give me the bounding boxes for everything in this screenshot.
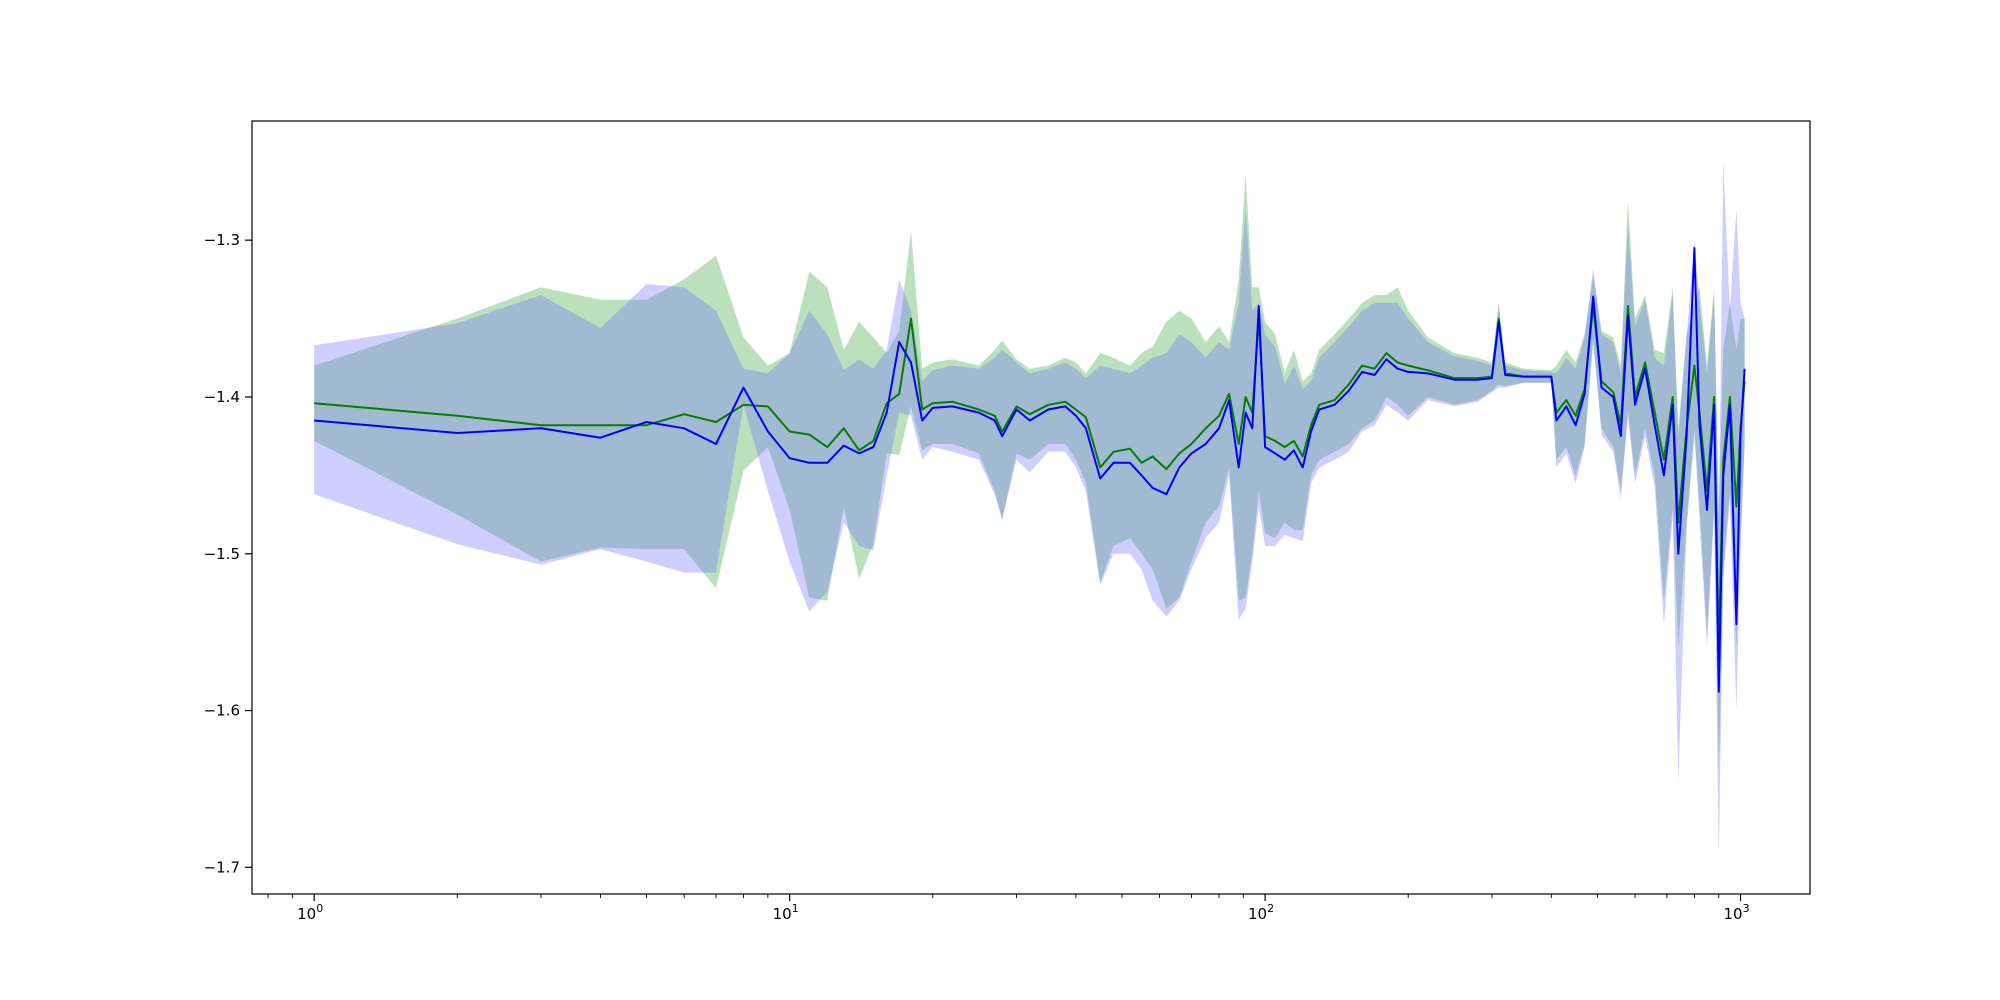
x-tick-label: 100 [297, 902, 323, 923]
x-tick-label: 103 [1723, 902, 1749, 923]
x-tick-label: 102 [1248, 902, 1274, 923]
x-tick-label: 101 [773, 902, 799, 923]
y-tick-label: −1.7 [204, 858, 240, 876]
plot-area-frame [251, 120, 1811, 895]
series-2-band [314, 161, 1745, 860]
series-lines [314, 247, 1746, 693]
series-2-line [314, 247, 1746, 693]
confidence-bands [314, 161, 1745, 860]
y-tick-label: −1.5 [204, 545, 240, 563]
y-tick-label: −1.3 [204, 231, 240, 249]
y-axis: −1.3 −1.4 −1.5 −1.6 −1.7 [204, 231, 252, 876]
x-axis: 100 101 102 103 [267, 894, 1750, 923]
series-1-band [314, 174, 1745, 774]
y-tick-label: −1.6 [204, 702, 240, 720]
y-tick-label: −1.4 [204, 388, 240, 406]
series-1-line [314, 305, 1746, 649]
